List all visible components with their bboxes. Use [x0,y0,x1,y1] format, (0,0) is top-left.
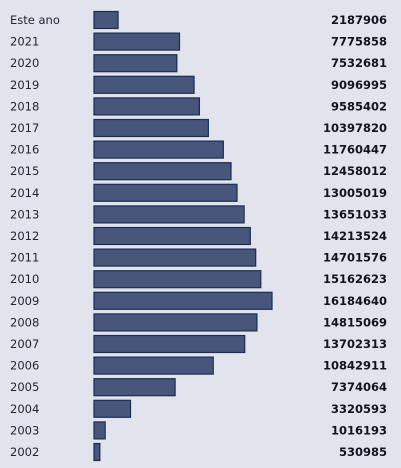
bar [93,140,224,159]
value-label: 14701576 [323,251,387,265]
value-label: 13702313 [323,337,387,351]
value-label: 10842911 [323,359,387,373]
category-label: 2014 [10,186,39,200]
value-label: 9096995 [331,78,387,92]
value-label: 14815069 [323,315,387,329]
category-labels: Este ano 2021 2020 2019 2018 2017 2016 2015 2014… [10,13,60,459]
category-label: 2015 [10,164,39,178]
category-label: 2018 [10,99,39,113]
value-label: 7374064 [331,380,387,394]
bar [93,270,262,289]
value-label: 1016193 [331,423,387,437]
category-label: 2016 [10,143,39,157]
bar [93,32,181,51]
bar [93,313,258,332]
value-label: 10397820 [323,121,387,135]
value-label: 3320593 [331,402,387,416]
bar [93,10,119,30]
category-label: 2020 [10,56,39,70]
value-label: 13651033 [323,207,387,221]
value-label: 7775858 [331,35,387,49]
bar [93,291,273,310]
category-label: 2021 [10,35,39,49]
value-labels: 2187906 7775858 7532681 9096995 9585402 10397… [323,13,387,459]
value-label: 15162623 [323,272,387,286]
bar [93,226,251,246]
bar [93,162,232,181]
bars [93,10,273,462]
category-label: 2005 [10,380,39,394]
value-label: 7532681 [331,56,387,70]
bar [93,118,209,138]
bar [93,334,246,354]
value-label: 13005019 [323,186,387,200]
category-label: 2010 [10,272,39,286]
category-label: 2008 [10,315,39,329]
category-label: 2009 [10,294,39,308]
category-label: 2006 [10,359,39,373]
value-label: 16184640 [323,294,387,308]
value-label: 11760447 [323,143,387,157]
value-label: 530985 [339,445,387,459]
bar [93,183,238,202]
category-label: 2019 [10,78,39,92]
bar [93,442,101,462]
bar [93,75,195,94]
category-label: 2004 [10,402,39,416]
value-label: 12458012 [323,164,387,178]
bar [93,356,214,375]
bar [93,54,178,73]
category-label: 2002 [10,445,39,459]
bar [93,378,176,397]
category-label: Este ano [10,13,60,27]
bar [93,205,245,224]
bar [93,399,132,418]
value-label: 2187906 [331,13,387,27]
category-label: 2007 [10,337,39,351]
category-label: 2012 [10,229,39,243]
bar [93,97,201,116]
category-label: 2013 [10,207,39,221]
value-label: 9585402 [331,99,387,113]
bar [93,421,106,440]
bar [93,248,257,267]
value-label: 14213524 [323,229,387,243]
category-label: 2011 [10,251,39,265]
category-label: 2017 [10,121,39,135]
category-label: 2003 [10,423,39,437]
